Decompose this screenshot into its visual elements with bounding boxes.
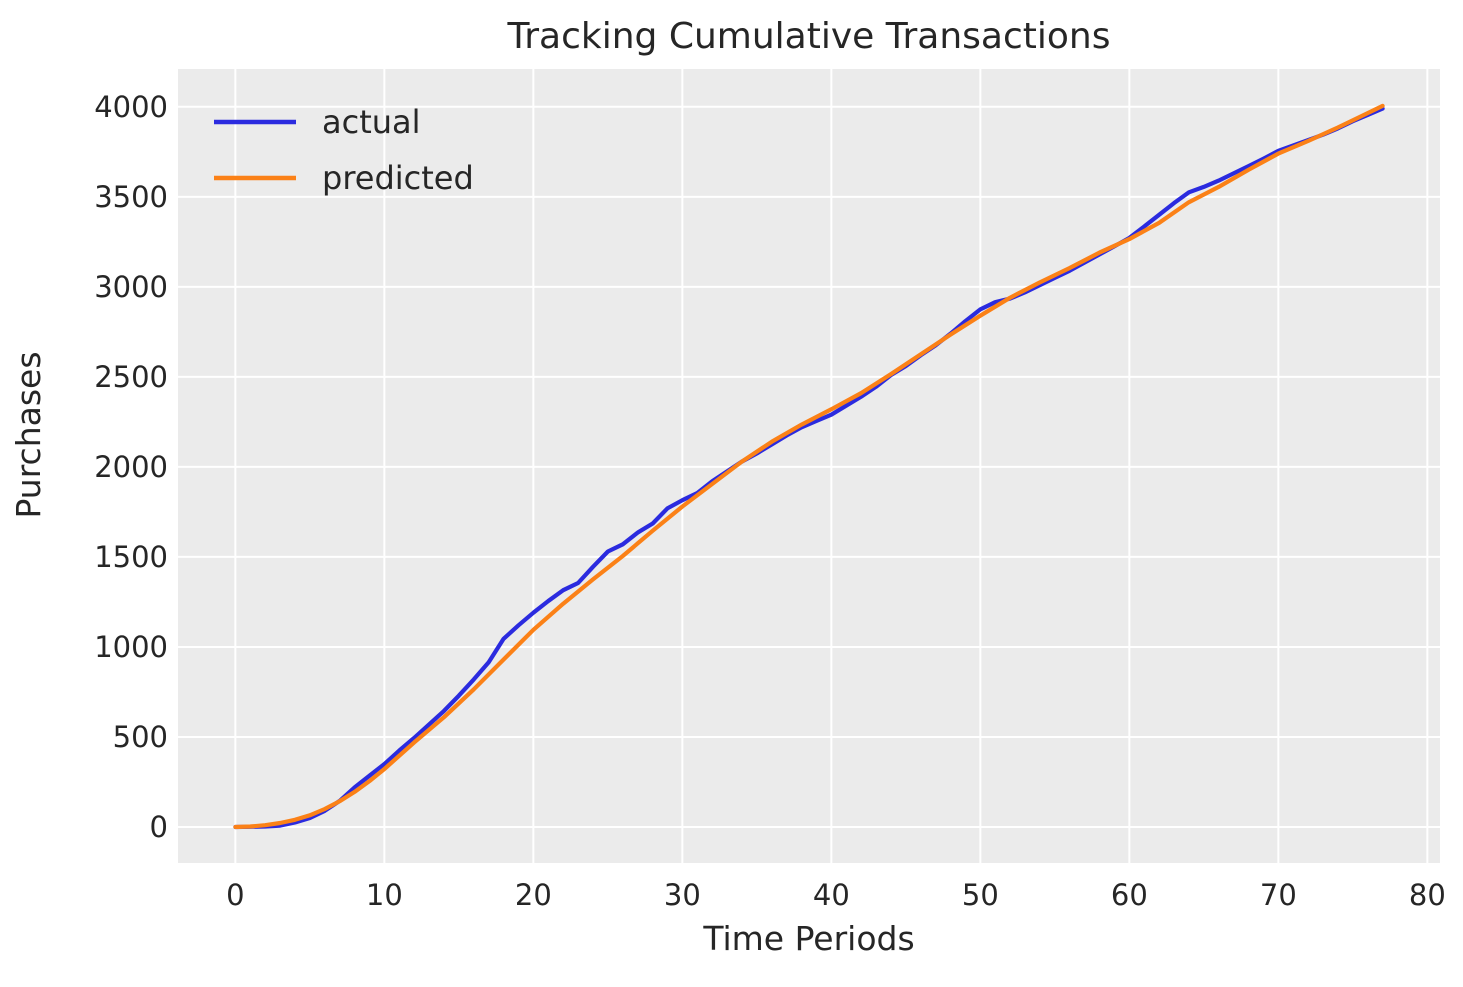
x-tick-label: 70 <box>1260 878 1297 912</box>
x-tick-label: 50 <box>962 878 999 912</box>
grid-layer <box>178 69 1440 863</box>
y-tick-label: 2000 <box>94 450 168 484</box>
y-tick-label: 3000 <box>94 270 168 304</box>
y-tick-label: 0 <box>150 810 168 844</box>
y-tick-label: 1000 <box>94 630 168 664</box>
x-tick-label: 20 <box>515 878 552 912</box>
y-tick-label: 2500 <box>94 360 168 394</box>
x-tick-label: 30 <box>664 878 701 912</box>
x-tick-label: 0 <box>226 878 244 912</box>
tick-layer: 0 10 20 30 40 50 60 70 80 0 500 1000 1500 2000 2500 300… <box>94 90 1446 912</box>
y-tick-label: 1500 <box>94 540 168 574</box>
legend-label-predicted: predicted <box>322 159 474 197</box>
predicted-line <box>233 103 1385 830</box>
y-tick-label: 500 <box>113 720 168 754</box>
x-axis-label: Time Periods <box>702 919 914 958</box>
y-axis-label: Purchases <box>9 351 48 518</box>
legend-label-actual: actual <box>322 103 421 141</box>
chart-title: Tracking Cumulative Transactions <box>507 16 1111 57</box>
x-tick-label: 60 <box>1111 878 1148 912</box>
actual-line <box>233 106 1385 830</box>
y-tick-label: 4000 <box>94 90 168 124</box>
legend: actual predicted <box>214 103 474 197</box>
series-layer <box>233 103 1385 830</box>
x-tick-label: 10 <box>366 878 403 912</box>
x-tick-label: 40 <box>813 878 850 912</box>
y-tick-label: 3500 <box>94 180 168 214</box>
x-tick-label: 80 <box>1409 878 1446 912</box>
